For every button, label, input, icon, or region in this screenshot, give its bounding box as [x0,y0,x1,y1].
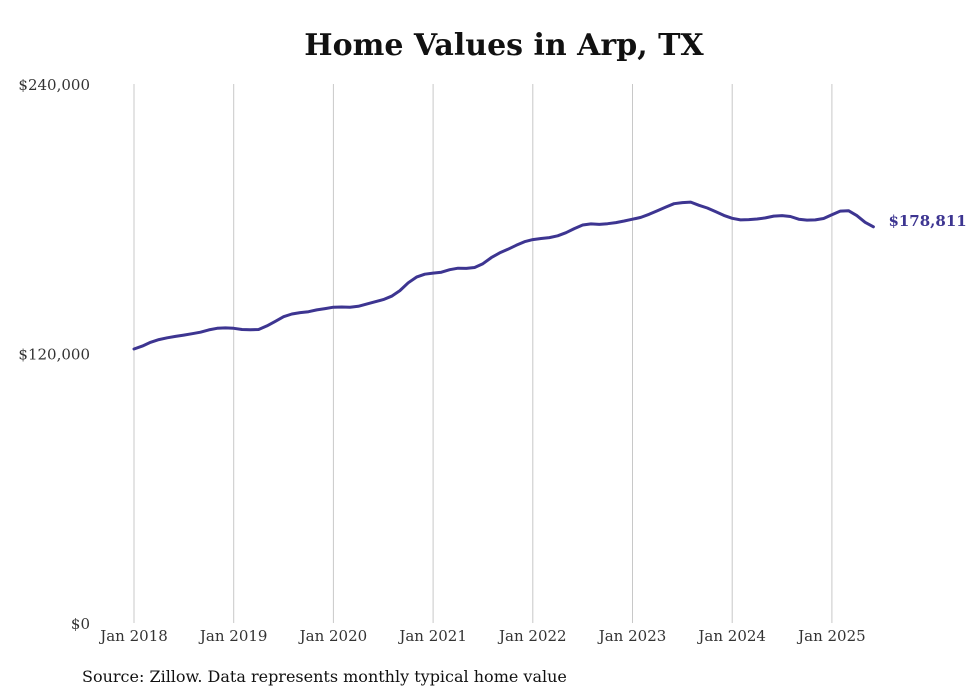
x-tick-label: Jan 2023 [597,627,667,645]
x-tick-label: Jan 2020 [298,627,368,645]
x-axis-ticks: Jan 2018 Jan 2019 Jan 2020 Jan 2021 Jan 2022… [98,627,865,645]
x-tick-label: Jan 2019 [198,627,268,645]
y-tick-label: $240,000 [18,76,90,94]
annotations: $178,811 [888,212,966,230]
x-tick-label: Jan 2022 [497,627,567,645]
chart-title: Home Values in Arp, TX [304,28,704,63]
x-tick-label: Jan 2024 [696,627,766,645]
y-axis-ticks: $0 $120,000 $240,000 [18,76,90,633]
x-tick-label: Jan 2025 [796,627,866,645]
source-note: Source: Zillow. Data represents monthly … [82,667,567,686]
grid-lines [133,84,833,623]
x-tick-label: Jan 2021 [397,627,467,645]
y-tick-label: $120,000 [18,346,90,364]
y-tick-label: $0 [71,615,90,633]
end-value-label: $178,811 [888,212,966,230]
series-group [132,200,875,351]
x-tick-label: Jan 2018 [98,627,168,645]
series-line-0 [132,200,875,351]
